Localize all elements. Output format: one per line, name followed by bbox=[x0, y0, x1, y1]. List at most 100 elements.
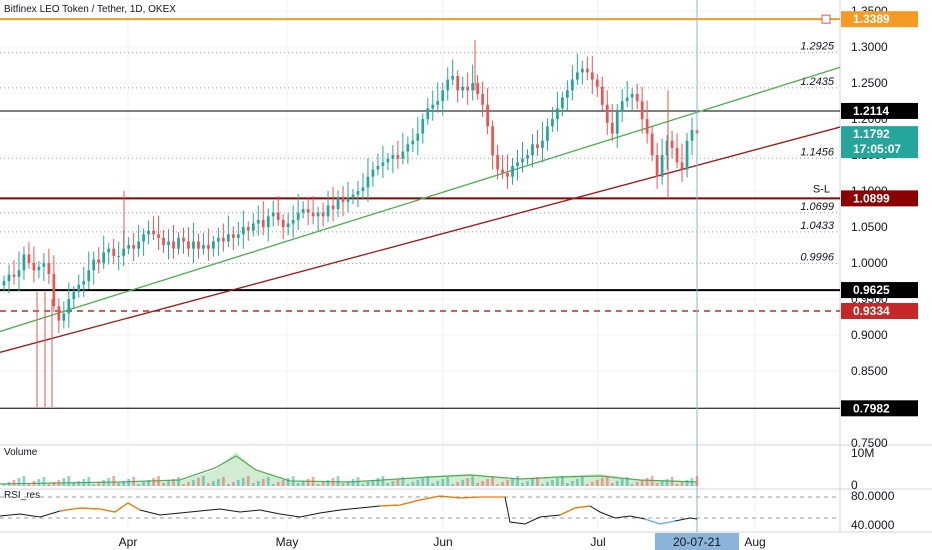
volume-bar bbox=[112, 476, 116, 486]
candle bbox=[585, 68, 589, 73]
volume-bar bbox=[561, 476, 564, 486]
candle bbox=[471, 83, 475, 91]
volume-bar bbox=[386, 483, 390, 486]
volume-bar bbox=[670, 477, 674, 486]
volume-bar bbox=[256, 481, 260, 486]
candle bbox=[17, 270, 21, 277]
candle bbox=[197, 241, 200, 249]
volume-bar bbox=[680, 482, 684, 486]
volume-bar bbox=[356, 477, 360, 486]
volume-bar bbox=[556, 478, 559, 486]
candle bbox=[620, 101, 624, 112]
volume-bar bbox=[291, 476, 295, 486]
volume-bar bbox=[406, 484, 410, 486]
candle bbox=[625, 97, 629, 102]
volume-bar bbox=[486, 479, 489, 486]
volume-bar bbox=[77, 481, 81, 486]
volume-bar bbox=[182, 484, 185, 486]
volume-pane-label: Volume bbox=[4, 447, 38, 458]
candle bbox=[371, 169, 375, 177]
volume-bar bbox=[231, 482, 235, 486]
volume-bar bbox=[526, 481, 529, 486]
volume-bar bbox=[615, 481, 619, 486]
candle bbox=[296, 212, 300, 220]
volume-bar bbox=[246, 476, 250, 486]
volume-bar bbox=[102, 480, 106, 486]
volume-bar bbox=[491, 477, 494, 486]
candle bbox=[27, 254, 31, 264]
volume-bar bbox=[421, 478, 425, 486]
volume-bar bbox=[177, 477, 180, 486]
candle bbox=[351, 194, 355, 199]
candle bbox=[630, 93, 634, 98]
volume-bar bbox=[401, 477, 405, 486]
candle bbox=[236, 234, 240, 238]
candle bbox=[526, 155, 529, 159]
price-level-badge-label: 1.2114 bbox=[853, 104, 889, 118]
volume-bar bbox=[580, 477, 584, 486]
volume-bar bbox=[411, 482, 415, 486]
candle bbox=[541, 140, 544, 148]
candle bbox=[361, 187, 365, 192]
volume-bar bbox=[221, 477, 225, 486]
volume-bar bbox=[566, 483, 569, 486]
candle bbox=[291, 219, 295, 224]
volume-bar bbox=[281, 480, 285, 486]
x-tick-label: Jun bbox=[433, 535, 452, 549]
candle bbox=[72, 291, 76, 300]
volume-bar bbox=[32, 481, 36, 486]
candle bbox=[162, 237, 165, 246]
volume-bar bbox=[137, 484, 140, 486]
volume-bar bbox=[162, 483, 165, 486]
price-level-badge-label: 0.9334 bbox=[853, 304, 890, 318]
volume-bar bbox=[192, 480, 195, 486]
level-note-label: 1.0699 bbox=[800, 201, 834, 213]
price-level-badge-label: 0.7982 bbox=[853, 401, 890, 415]
cursor-date-badge bbox=[655, 533, 739, 550]
price-level-badge bbox=[841, 102, 918, 119]
volume-bar bbox=[17, 478, 21, 486]
volume-bar bbox=[521, 483, 524, 486]
volume-bar bbox=[660, 481, 664, 486]
candle bbox=[595, 79, 599, 87]
candle bbox=[561, 97, 564, 109]
volume-bar bbox=[7, 482, 11, 486]
candle bbox=[167, 241, 170, 246]
level-note-label: 1.2925 bbox=[800, 41, 835, 53]
volume-bar bbox=[376, 478, 380, 486]
candle bbox=[446, 79, 450, 91]
volume-bar bbox=[261, 479, 265, 486]
candle bbox=[531, 144, 534, 156]
candle bbox=[501, 169, 504, 174]
candle bbox=[635, 93, 639, 102]
candle bbox=[551, 119, 554, 127]
volume-bar bbox=[471, 476, 475, 486]
volume-bar bbox=[391, 481, 395, 486]
volume-bar bbox=[695, 476, 699, 486]
candle bbox=[2, 281, 6, 286]
candle bbox=[67, 299, 71, 314]
candle bbox=[241, 227, 245, 235]
candle bbox=[650, 133, 654, 156]
volume-bar bbox=[536, 477, 539, 486]
candle bbox=[655, 155, 659, 177]
volume-bar bbox=[416, 480, 420, 486]
volume-bar bbox=[122, 481, 126, 486]
candle bbox=[326, 205, 330, 217]
candle bbox=[386, 158, 390, 163]
candle bbox=[431, 104, 435, 109]
candle bbox=[600, 86, 604, 105]
candle bbox=[506, 173, 509, 177]
candle bbox=[266, 216, 270, 228]
volume-bar bbox=[396, 479, 400, 486]
candle bbox=[42, 263, 46, 267]
volume-bar bbox=[501, 482, 504, 486]
volume-bar bbox=[575, 479, 579, 486]
candle bbox=[476, 83, 480, 94]
volume-tick-label: 10M bbox=[851, 446, 874, 460]
candle bbox=[306, 209, 310, 213]
volume-bar bbox=[271, 484, 275, 486]
volume-bar bbox=[326, 480, 330, 486]
